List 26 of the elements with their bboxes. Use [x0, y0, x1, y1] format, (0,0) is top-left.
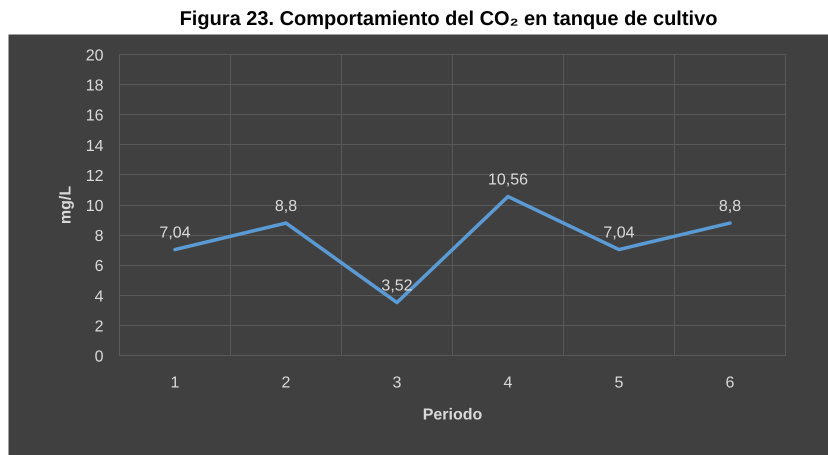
y-tick-label: 20 — [86, 48, 104, 64]
y-axis-title: mg/L — [58, 186, 75, 224]
y-tick-label: 12 — [86, 168, 104, 185]
chart-title: Figura 23. Comportamiento del CO₂ en tanque de cultivo — [180, 8, 718, 30]
y-tick-label: 10 — [86, 198, 104, 215]
data-label: 8,8 — [718, 198, 742, 216]
data-label: 10,56 — [488, 172, 528, 189]
y-tick-label: 0 — [94, 348, 104, 366]
y-tick-label: 18 — [86, 78, 104, 95]
x-tick-label: 2 — [282, 374, 291, 392]
x-tick-label: 1 — [170, 374, 180, 392]
y-tick-label: 2 — [94, 318, 104, 336]
data-label: 3,52 — [381, 278, 413, 295]
x-tick-label: 5 — [614, 374, 624, 392]
y-tick-label: 4 — [94, 288, 104, 306]
x-axis-title: Periodo — [422, 406, 483, 424]
y-tick-label: 14 — [86, 138, 104, 155]
data-label: 7,04 — [603, 224, 635, 242]
data-label: 8,8 — [274, 198, 298, 216]
y-tick-label: 8 — [94, 228, 104, 246]
x-tick-label: 4 — [504, 374, 513, 392]
y-tick-label: 16 — [86, 108, 104, 125]
x-tick-label: 6 — [726, 374, 735, 392]
data-label: 7,04 — [159, 224, 191, 242]
x-tick-label: 3 — [392, 374, 402, 392]
y-tick-label: 6 — [94, 258, 104, 276]
